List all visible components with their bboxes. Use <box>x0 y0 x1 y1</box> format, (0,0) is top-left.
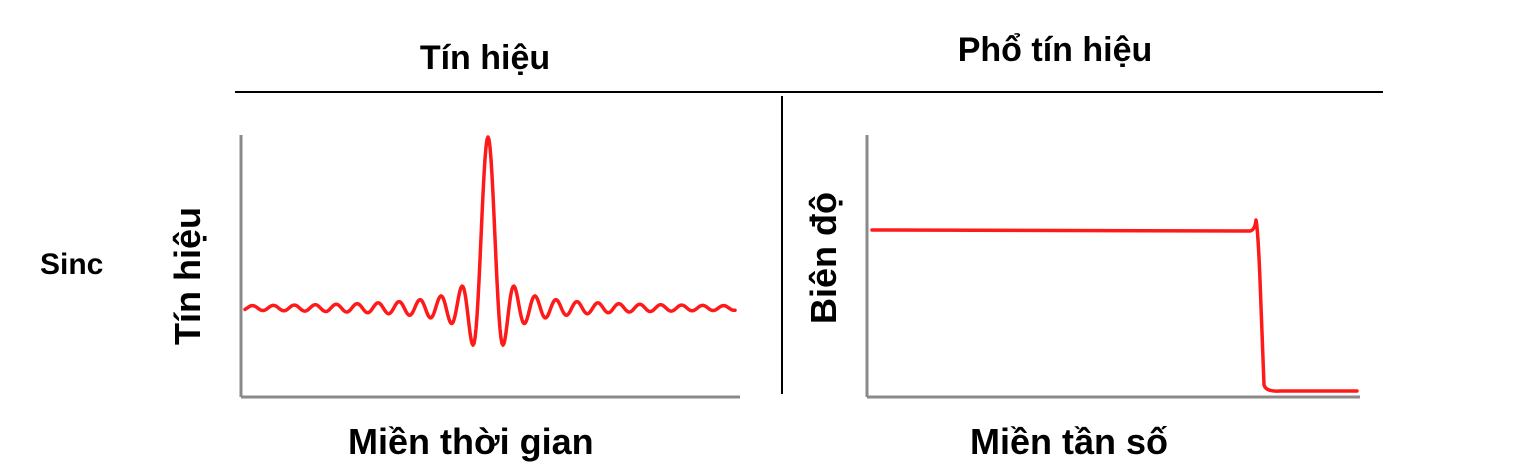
time-x-axis-label: Miền thời gian <box>348 421 594 462</box>
sinc-signal-trace <box>243 135 737 347</box>
header-rule <box>235 91 1383 93</box>
time-y-axis-label: Tín hiệu <box>167 207 208 345</box>
row-label-sinc: Sinc <box>40 248 104 281</box>
freq-y-axis-label: Biên độ <box>803 192 844 324</box>
frequency-domain-plot <box>865 135 1360 399</box>
freq-x-axis-label: Miền tần số <box>970 421 1169 462</box>
spectrum-column-header: Phổ tín hiệu <box>957 31 1153 69</box>
rect-spectrum-trace <box>870 218 1359 393</box>
time-domain-plot <box>239 135 740 399</box>
signal-column-header: Tín hiệu <box>419 39 551 77</box>
column-divider <box>781 96 783 394</box>
